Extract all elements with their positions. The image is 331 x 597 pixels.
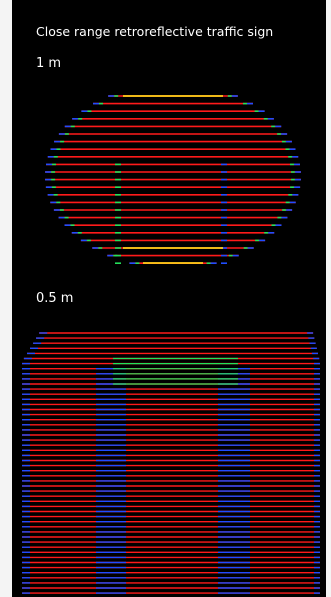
right-border (326, 0, 331, 597)
distance-label-1m: 1 m (36, 56, 62, 71)
point-cloud-sign-1m (45, 95, 301, 264)
left-border (0, 0, 12, 597)
image-title: Close range retroreflective traffic sign (36, 24, 274, 39)
distance-label-05m: 0.5 m (36, 291, 74, 306)
point-cloud-sign-05m (22, 332, 320, 594)
